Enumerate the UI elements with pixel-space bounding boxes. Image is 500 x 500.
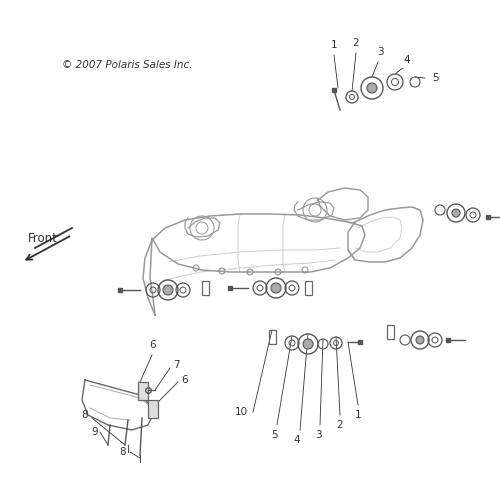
Text: 5: 5 [270, 430, 278, 440]
Circle shape [416, 336, 424, 344]
Text: 6: 6 [150, 340, 156, 350]
Text: 5: 5 [432, 73, 438, 83]
Circle shape [367, 83, 377, 93]
Circle shape [303, 339, 313, 349]
Circle shape [271, 283, 281, 293]
Text: 6: 6 [181, 375, 188, 385]
Text: 8: 8 [82, 410, 88, 420]
Text: 2: 2 [352, 38, 360, 48]
Text: 2: 2 [336, 420, 344, 430]
Text: 1: 1 [354, 410, 362, 420]
Text: 4: 4 [404, 55, 410, 65]
FancyBboxPatch shape [138, 382, 148, 400]
Text: 3: 3 [376, 47, 384, 57]
Text: 8: 8 [120, 447, 126, 457]
Text: 1: 1 [330, 40, 338, 50]
Text: 9: 9 [92, 427, 98, 437]
Text: 10: 10 [235, 407, 248, 417]
Text: Front: Front [28, 232, 58, 244]
Circle shape [452, 209, 460, 217]
Text: 7: 7 [173, 360, 180, 370]
Text: 3: 3 [314, 430, 322, 440]
FancyBboxPatch shape [148, 400, 158, 418]
Circle shape [163, 285, 173, 295]
Text: © 2007 Polaris Sales Inc.: © 2007 Polaris Sales Inc. [62, 60, 192, 70]
Text: 4: 4 [294, 435, 300, 445]
